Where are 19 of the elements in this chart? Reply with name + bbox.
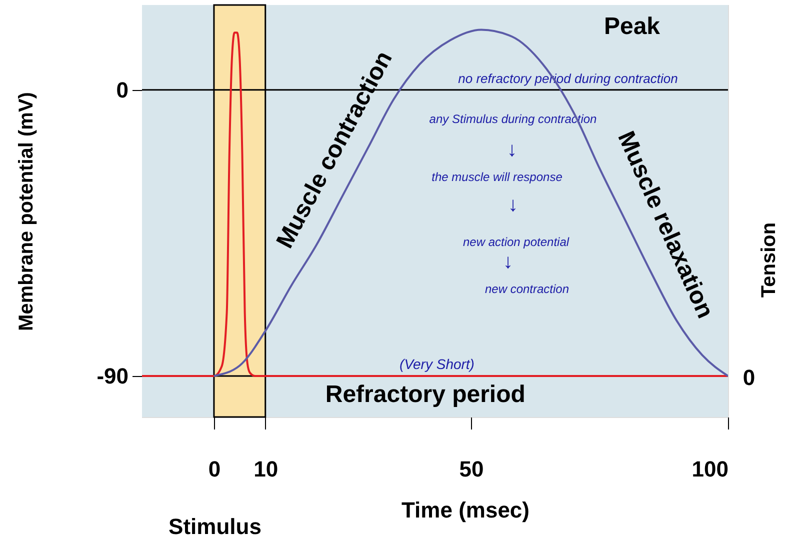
annotation: the muscle will response <box>432 170 563 184</box>
text: 0 <box>742 365 756 390</box>
x-tick-label: 0 <box>208 456 221 482</box>
annotation: ↓ <box>503 251 513 273</box>
x-tick-label: 100 <box>692 456 728 482</box>
annotation: Peak <box>604 13 661 40</box>
y-tick-label: -90 <box>96 363 128 388</box>
annotation: new contraction <box>484 282 570 296</box>
y-axis-title: Membrane potential (mV) <box>16 92 38 331</box>
x-tick-label: 10 <box>254 456 278 482</box>
y2-axis-title: Tension <box>758 222 780 298</box>
annotation: (Very Short) <box>400 356 474 372</box>
x-tick-label: 50 <box>459 456 484 482</box>
annotation: ↓ <box>508 194 518 216</box>
annotation: new action potential <box>462 235 570 249</box>
x-axis-title: Time (msec) <box>402 498 530 522</box>
band-label: Refractory period <box>325 381 526 408</box>
annotation: ↓ <box>507 139 517 161</box>
text: Stimulus <box>168 514 262 539</box>
